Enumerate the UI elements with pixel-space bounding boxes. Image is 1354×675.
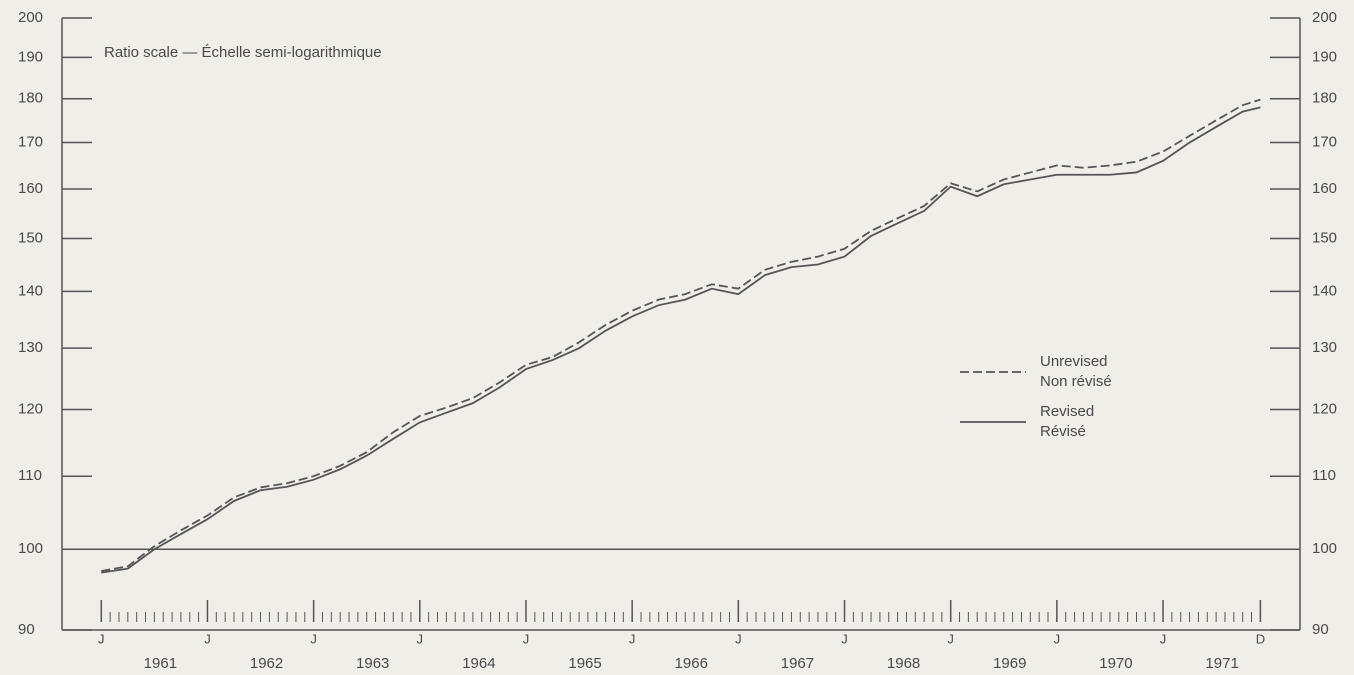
y2-tick-label: 190 — [1312, 48, 1337, 65]
y-tick-label: 110 — [18, 467, 42, 484]
x-tick-label: J — [310, 631, 317, 646]
year-label: 1970 — [1099, 655, 1132, 672]
series-line — [101, 106, 1261, 574]
year-label: 1964 — [462, 655, 495, 672]
y-tick-label: 170 — [18, 134, 43, 151]
x-tick-label: J — [1054, 631, 1061, 646]
y2-tick-label: 180 — [1312, 90, 1337, 107]
x-tick-label: J — [1160, 631, 1167, 646]
y2-tick-label: 120 — [1312, 400, 1337, 417]
y-tick-label: 90 — [18, 621, 35, 638]
y-tick-label: 200 — [18, 9, 43, 26]
y-tick-label: 100 — [18, 540, 43, 557]
year-label: 1965 — [568, 655, 601, 672]
y2-tick-label: 110 — [1312, 467, 1336, 484]
y2-tick-label: 130 — [1312, 339, 1337, 356]
x-tick-label: J — [98, 631, 105, 646]
year-label: 1969 — [993, 655, 1026, 672]
legend-label: Unrevised — [1040, 353, 1108, 370]
x-tick-label: J — [947, 631, 954, 646]
year-label: 1966 — [675, 655, 708, 672]
x-tick-label: J — [204, 631, 211, 646]
x-tick-label: D — [1256, 631, 1265, 646]
y-tick-label: 160 — [18, 180, 43, 197]
x-tick-label: J — [523, 631, 530, 646]
year-label: 1962 — [250, 655, 283, 672]
y-tick-label: 130 — [18, 339, 43, 356]
x-tick-label: J — [629, 631, 636, 646]
x-tick-label: J — [841, 631, 848, 646]
y2-tick-label: 160 — [1312, 180, 1337, 197]
legend-label-fr: Non révisé — [1040, 373, 1112, 390]
y2-tick-label: 150 — [1312, 229, 1337, 246]
y-tick-label: 190 — [18, 48, 43, 65]
series-line — [101, 98, 1261, 572]
year-label: 1968 — [887, 655, 920, 672]
y2-tick-label: 100 — [1312, 540, 1337, 557]
y-tick-label: 150 — [18, 229, 43, 246]
y2-tick-label: 200 — [1312, 9, 1337, 26]
y2-tick-label: 140 — [1312, 282, 1337, 299]
y2-tick-label: 170 — [1312, 134, 1337, 151]
y-tick-label: 140 — [18, 282, 43, 299]
x-tick-label: J — [417, 631, 424, 646]
year-label: 1971 — [1205, 655, 1238, 672]
x-tick-label: J — [735, 631, 742, 646]
year-label: 1961 — [144, 655, 177, 672]
y2-tick-label: 90 — [1312, 621, 1329, 638]
year-label: 1967 — [781, 655, 814, 672]
legend-label-fr: Révisé — [1040, 423, 1086, 440]
y-tick-label: 180 — [18, 90, 43, 107]
scale-annotation: Ratio scale — Échelle semi-logarithmique — [104, 44, 382, 61]
year-label: 1963 — [356, 655, 389, 672]
y-tick-label: 120 — [18, 400, 43, 417]
legend-label: Revised — [1040, 403, 1094, 420]
